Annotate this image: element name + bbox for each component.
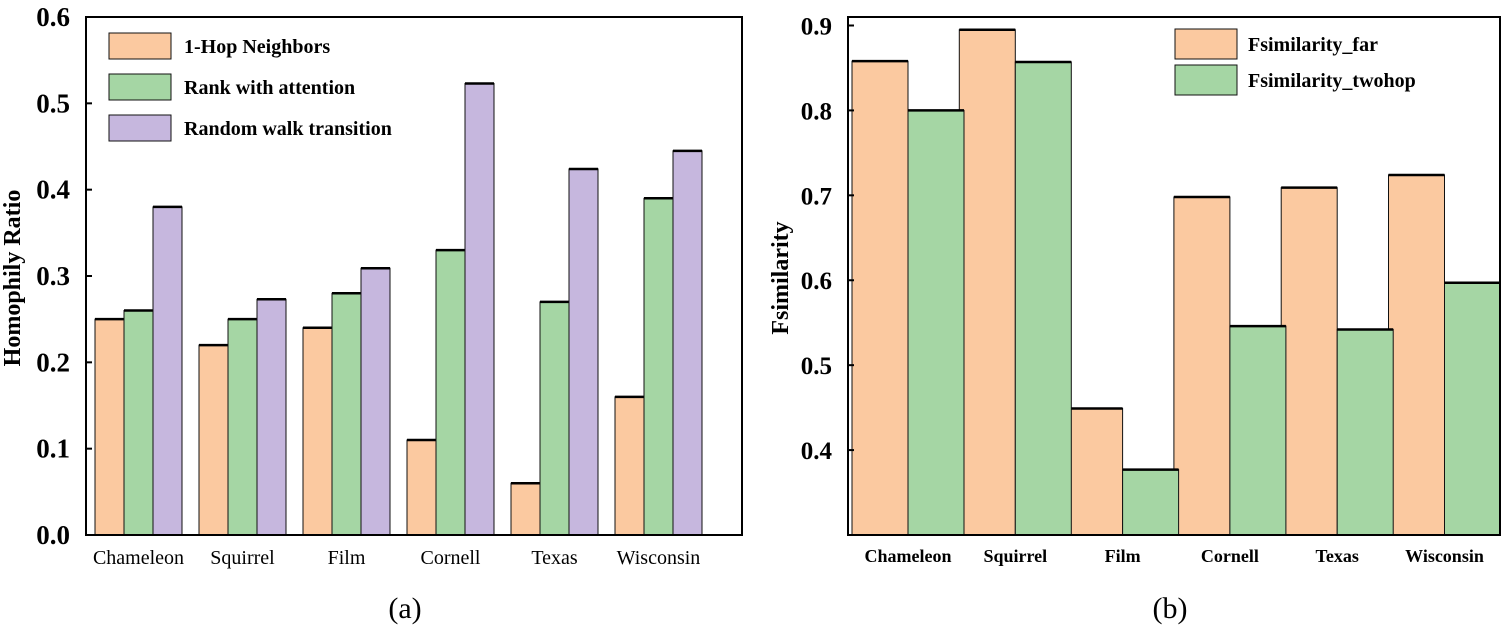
- x-tick-label: Squirrel: [983, 546, 1047, 566]
- bar: [123, 310, 154, 536]
- legend-swatch: [108, 114, 172, 142]
- chart-panel-a: 0.0 0.1 0.2 0.3 0.4 0.5 0.6 Chameleon Squirrel Fi…: [0, 2, 743, 625]
- legend-label: Fsimilarity_far: [1248, 34, 1378, 56]
- y-tick-label: 0.5: [36, 88, 70, 118]
- bar: [406, 439, 437, 536]
- y-tick-label: 0.9: [801, 13, 832, 40]
- y-tick-label: 0.5: [801, 353, 832, 380]
- legend-label: Random walk transition: [184, 118, 392, 140]
- bar: [1280, 187, 1338, 536]
- chart-caption: (a): [388, 592, 421, 625]
- y-tick-label: 0.3: [36, 261, 70, 291]
- bar: [256, 298, 287, 536]
- y-tick-label: 0.4: [36, 175, 70, 205]
- legend-label: Fsimilarity_twohop: [1248, 70, 1416, 92]
- bar: [539, 301, 570, 536]
- x-tick-label: Cornell: [1201, 546, 1259, 566]
- legend-swatch: [108, 73, 172, 101]
- bar: [1066, 407, 1124, 536]
- chart-panel-b: 0.4 0.5 0.6 0.7 0.8 0.9 Chameleon Squirrel Film C…: [768, 13, 1501, 625]
- y-tick-label: 0.8: [801, 98, 832, 125]
- bar: [360, 267, 391, 536]
- bar: [510, 482, 541, 536]
- x-tick-label: Chameleon: [865, 546, 952, 566]
- y-tick-label: 0.7: [801, 183, 832, 210]
- bar: [1014, 61, 1072, 536]
- plot-frame: [847, 16, 1501, 536]
- bar: [1444, 282, 1501, 536]
- bar: [198, 344, 229, 536]
- y-axis-label: Homophily Ratio: [0, 190, 26, 367]
- bar: [1388, 174, 1445, 536]
- x-tick-label: Film: [1105, 546, 1141, 566]
- y-tick-label: 0.6: [801, 268, 832, 295]
- x-tick-label: Texas: [1316, 546, 1359, 566]
- bar: [643, 197, 674, 536]
- bar: [94, 318, 125, 536]
- y-tick-label: 0.6: [36, 2, 70, 32]
- x-tick-label: Chameleon: [93, 547, 184, 569]
- legend-swatch: [1174, 64, 1238, 96]
- x-tick-label: Wisconsin: [617, 547, 701, 569]
- legend-label: 1-Hop Neighbors: [184, 36, 330, 58]
- bar: [907, 109, 965, 536]
- bar: [1122, 469, 1180, 536]
- bar: [1336, 328, 1394, 536]
- bar: [152, 206, 183, 536]
- x-tick-label: Squirrel: [210, 547, 275, 569]
- bar: [435, 249, 466, 536]
- bar: [227, 318, 258, 536]
- x-tick-label: Film: [328, 547, 366, 569]
- bar: [958, 29, 1016, 536]
- bar: [568, 168, 599, 536]
- bar: [1173, 196, 1231, 536]
- y-tick-label: 0.2: [36, 347, 70, 377]
- legend-label: Rank with attention: [184, 77, 355, 99]
- legend-swatch: [1174, 28, 1238, 60]
- x-tick-label: Texas: [531, 547, 578, 569]
- bar: [331, 292, 362, 536]
- bar: [1229, 325, 1287, 536]
- bar: [851, 60, 909, 536]
- bar: [614, 396, 645, 536]
- chart-caption: (b): [1153, 592, 1188, 625]
- bar: [672, 150, 703, 536]
- y-axis-label: Fsimilarity: [768, 221, 794, 334]
- y-tick-label: 0.0: [36, 520, 70, 550]
- y-tick-label: 0.1: [36, 434, 70, 464]
- x-tick-label: Wisconsin: [1405, 546, 1484, 566]
- bar: [302, 327, 333, 536]
- y-tick-label: 0.4: [801, 438, 833, 465]
- x-tick-label: Cornell: [421, 547, 481, 569]
- legend-swatch: [108, 32, 172, 60]
- bar: [464, 82, 495, 536]
